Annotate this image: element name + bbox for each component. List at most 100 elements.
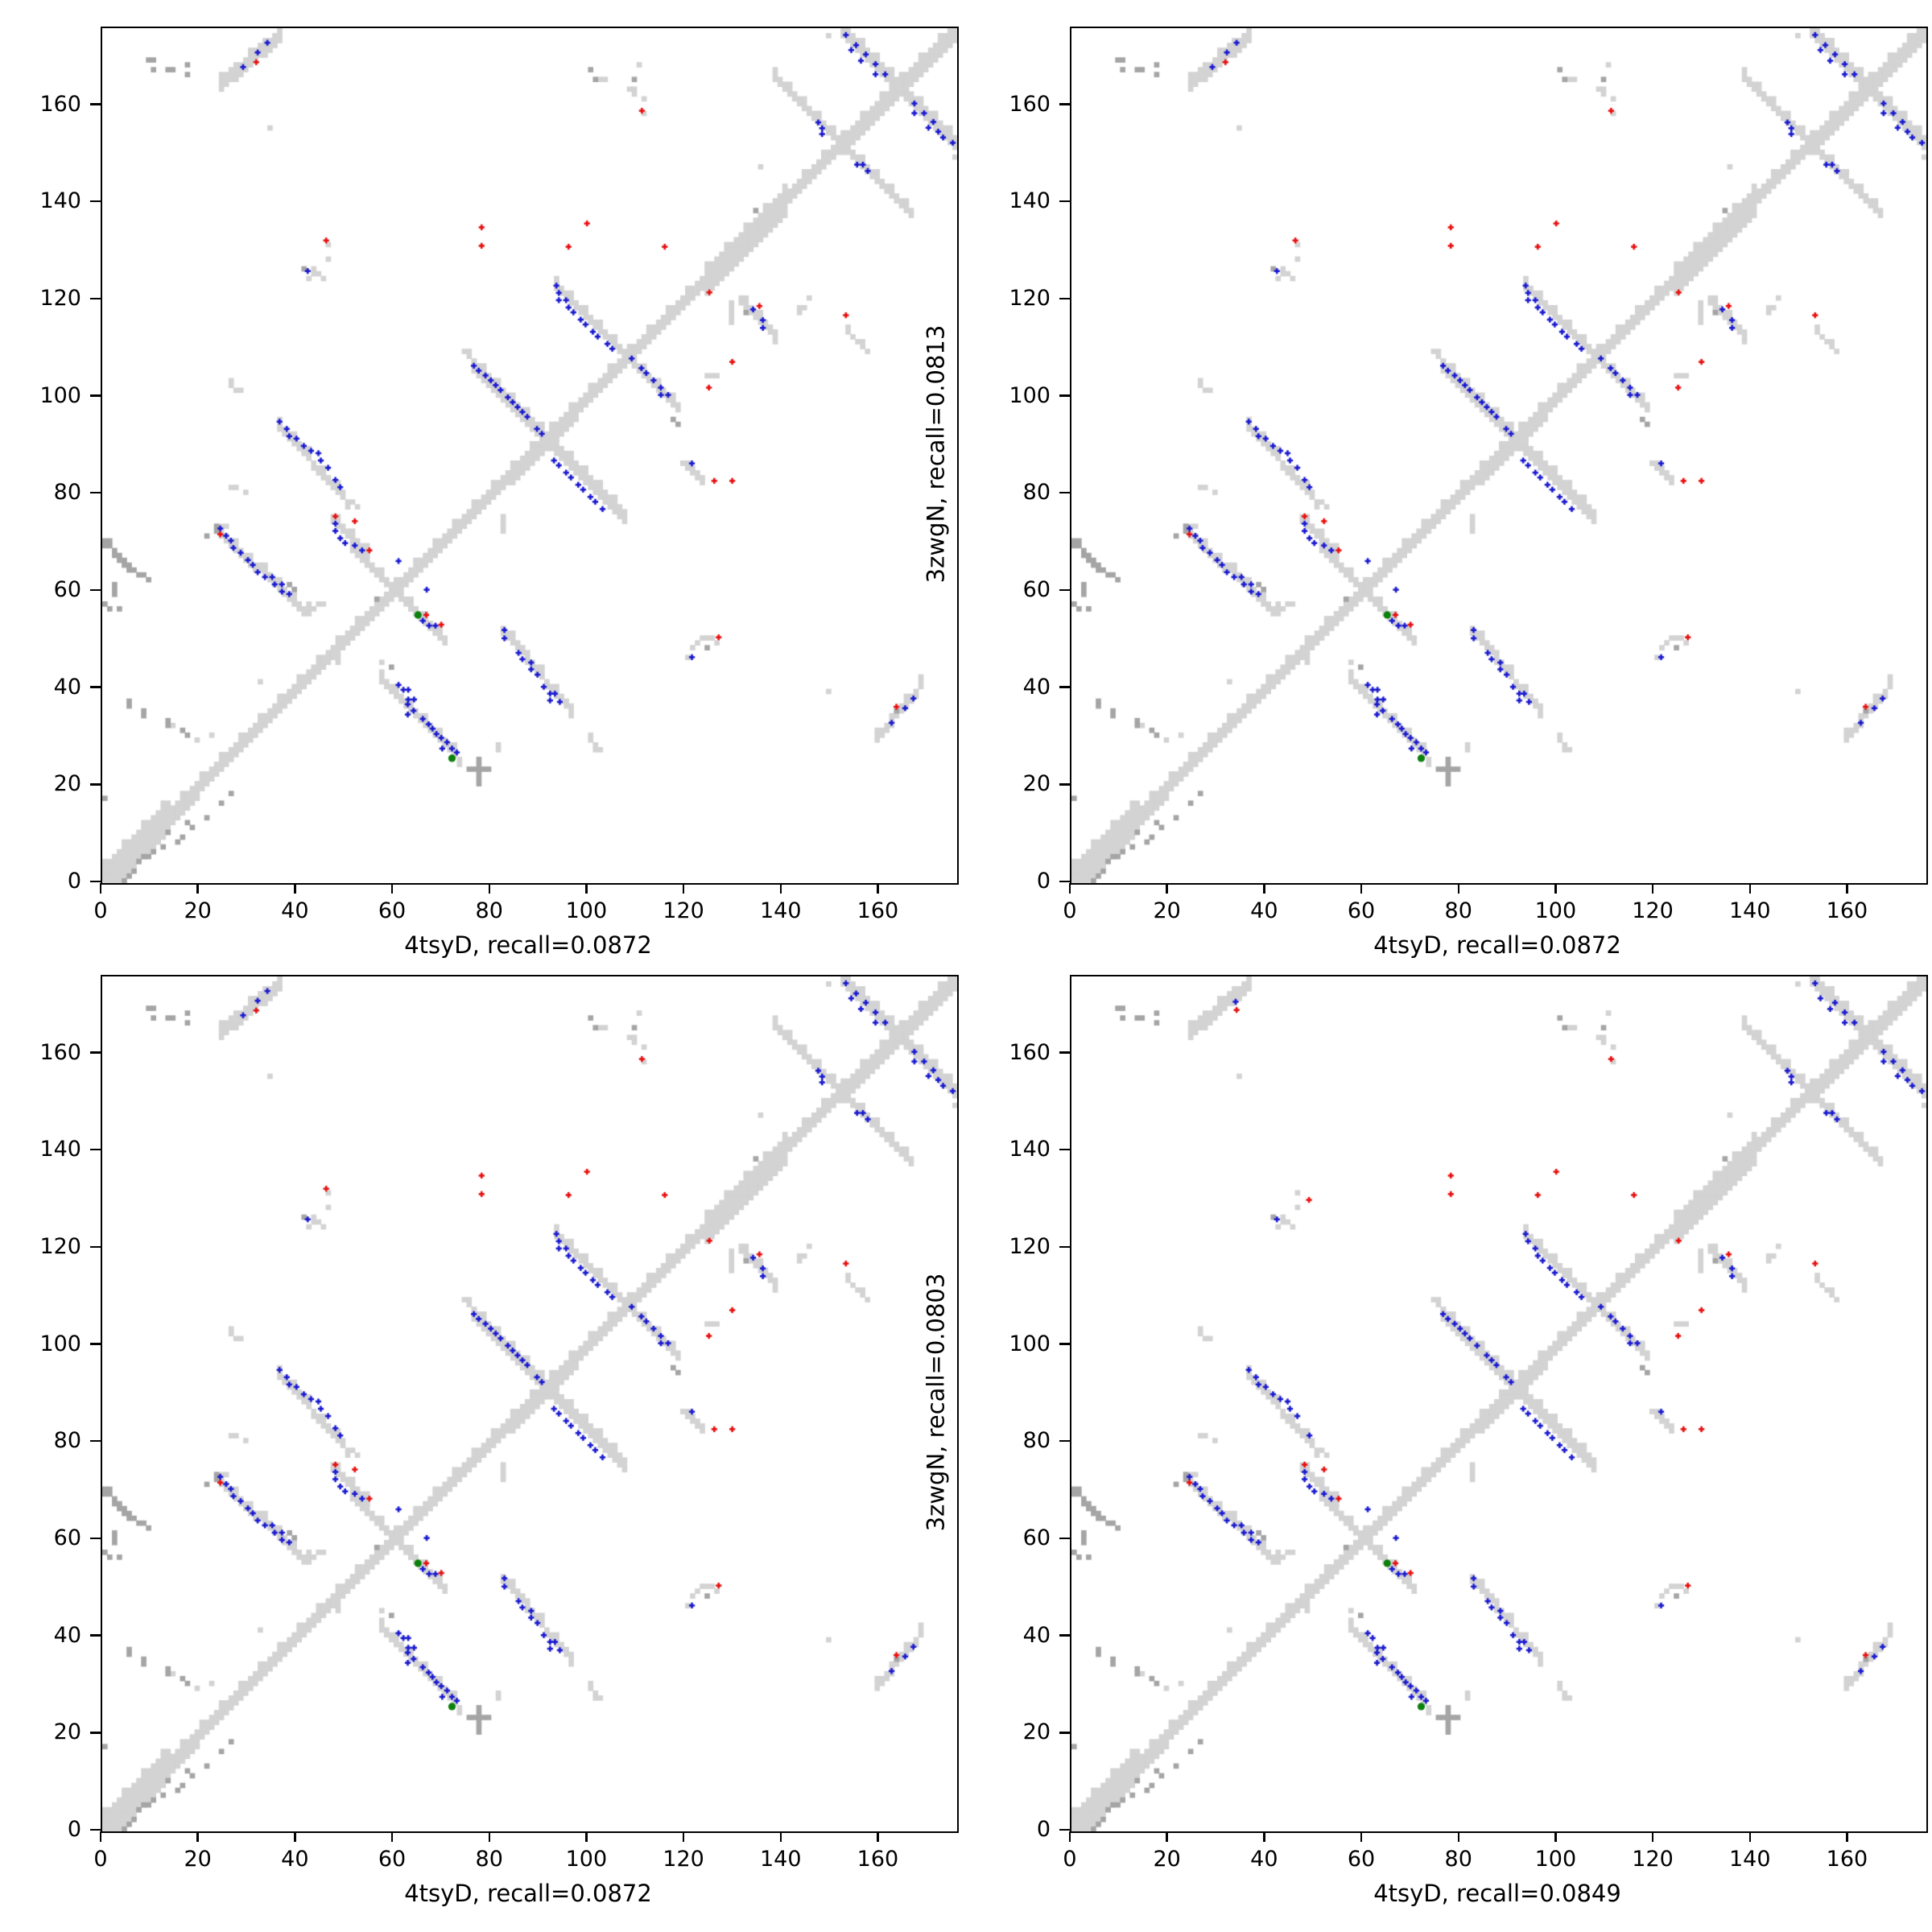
y-tick-label: 100 [39, 382, 81, 408]
x-tick-label: 20 [1153, 1847, 1181, 1872]
plot-area [1070, 27, 1928, 885]
subplot-bottom-left: 3zwgN, recall=0.0813 4tsyD, recall=0.087… [39, 975, 959, 1907]
y-tick-label: 140 [1009, 188, 1051, 214]
x-tick [294, 1831, 296, 1842]
y-tick-label: 60 [1022, 1525, 1051, 1550]
y-tick [90, 1828, 101, 1831]
subplot-top-left: 3zwgN, recall=0.0813 4tsyD, recall=0.087… [39, 27, 959, 959]
x-tick [1846, 883, 1848, 894]
y-tick [90, 200, 101, 203]
y-tick [1059, 588, 1070, 592]
x-tick [99, 883, 102, 894]
y-tick-label: 0 [67, 1817, 81, 1842]
y-tick-label: 0 [1036, 869, 1051, 894]
x-tick-label: 60 [1347, 1847, 1376, 1872]
x-tick-label: 60 [378, 1847, 407, 1872]
y-tick-label: 160 [1009, 1039, 1051, 1065]
x-tick [196, 1831, 199, 1842]
y-tick [90, 1732, 101, 1734]
y-axis-label-text: 3zwgN, recall=0.0813 [922, 324, 950, 584]
y-tick-label: 80 [53, 480, 81, 506]
y-tick [90, 1440, 101, 1443]
x-tick-label: 80 [475, 898, 503, 923]
x-tick [1360, 883, 1363, 894]
x-tick [779, 883, 782, 894]
x-tick [1263, 883, 1265, 894]
y-tick [1059, 1828, 1070, 1831]
y-tick-label: 0 [1036, 1817, 1051, 1842]
x-tick [1068, 883, 1071, 894]
y-tick [90, 103, 101, 105]
x-tick [294, 883, 296, 894]
x-tick-label: 100 [565, 1847, 608, 1872]
x-tick [585, 1831, 588, 1842]
y-axis-label-text: 3zwgN, recall=0.0803 [922, 1273, 950, 1532]
x-tick-label: 40 [1250, 1847, 1278, 1872]
y-tick-label: 160 [39, 91, 81, 117]
x-tick [877, 1831, 879, 1842]
y-tick [90, 1149, 101, 1151]
subplot-bottom-right: 3zwgN, recall=0.0803 4tsyD, recall=0.084… [922, 975, 1928, 1907]
x-tick [1748, 883, 1751, 894]
plot-area [101, 975, 959, 1833]
x-tick [488, 883, 490, 894]
y-tick-label: 140 [39, 188, 81, 214]
y-tick [1059, 783, 1070, 786]
y-tick-label: 40 [1022, 674, 1051, 700]
x-tick [390, 1831, 394, 1842]
x-tick-label: 60 [378, 898, 407, 923]
x-tick-label: 0 [1063, 1847, 1077, 1872]
contact-map-canvas [1071, 976, 1926, 1831]
y-tick [1059, 686, 1070, 688]
x-tick-label: 0 [93, 1847, 108, 1872]
x-tick [488, 1831, 490, 1842]
y-tick [1059, 1440, 1070, 1443]
y-tick [1059, 1149, 1070, 1151]
contact-map-canvas [1071, 28, 1926, 883]
y-tick [90, 394, 101, 397]
y-tick-label: 20 [53, 1719, 81, 1745]
y-tick [90, 783, 101, 786]
y-tick-label: 100 [39, 1331, 81, 1356]
x-tick [99, 1831, 102, 1842]
x-tick [1068, 1831, 1071, 1842]
y-tick-label: 100 [1009, 1331, 1051, 1356]
x-tick-label: 0 [93, 898, 108, 923]
x-tick [682, 1831, 685, 1842]
x-tick-label: 100 [565, 898, 608, 923]
y-axis-label: 3zwgN, recall=0.0813 [919, 27, 952, 881]
y-tick [1059, 1343, 1070, 1345]
y-tick [1059, 880, 1070, 883]
x-tick [390, 883, 394, 894]
x-tick-label: 120 [663, 1847, 704, 1872]
x-tick-label: 0 [1063, 898, 1077, 923]
y-tick [1059, 1634, 1070, 1637]
x-tick [1263, 1831, 1265, 1842]
contact-map-canvas [102, 976, 957, 1831]
x-tick-label: 100 [1534, 1847, 1577, 1872]
plot-area [101, 27, 959, 885]
x-tick-label: 160 [857, 1847, 899, 1872]
x-tick-label: 140 [759, 1847, 802, 1872]
x-axis-label: 4tsyD, recall=0.0872 [404, 931, 652, 959]
x-tick [1846, 1831, 1848, 1842]
y-tick [1059, 1051, 1070, 1054]
x-axis-label: 4tsyD, recall=0.0872 [1373, 931, 1621, 959]
y-tick [1059, 1245, 1070, 1249]
x-tick-label: 80 [475, 1847, 503, 1872]
y-tick [90, 880, 101, 883]
contact-map-canvas [102, 28, 957, 883]
x-tick-label: 80 [1444, 898, 1472, 923]
x-tick [585, 883, 588, 894]
y-tick-label: 40 [53, 674, 81, 700]
x-tick-label: 20 [184, 1847, 212, 1872]
x-tick [1748, 1831, 1751, 1842]
y-tick-label: 120 [1009, 285, 1051, 311]
y-tick [90, 686, 101, 688]
x-tick [196, 883, 199, 894]
x-tick-label: 160 [857, 898, 899, 923]
y-tick [1059, 200, 1070, 203]
y-tick-label: 140 [39, 1137, 81, 1162]
y-tick-label: 120 [39, 1233, 81, 1259]
